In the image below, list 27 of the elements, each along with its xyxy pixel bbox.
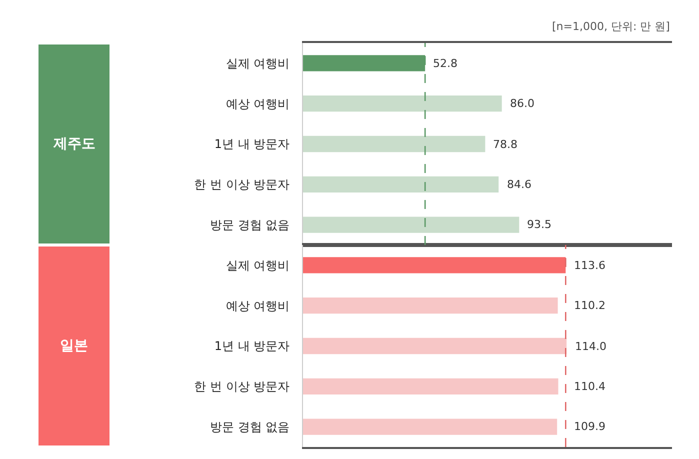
data-label: 110.2 — [574, 299, 606, 312]
y-tick-label: 방문 경험 없음 — [210, 420, 290, 434]
y-tick-label: 예상 여행비 — [226, 96, 290, 111]
bar — [303, 96, 502, 112]
y-axis-title: 제주도 — [52, 136, 96, 152]
data-label: 84.6 — [507, 178, 532, 191]
y-tick-label: 한 번 이상 방문자 — [194, 380, 290, 394]
y-tick-label: 실제 여행비 — [226, 258, 290, 272]
text: [n=1,000, 단위: 만 원] — [552, 20, 670, 33]
data-label: 109.9 — [574, 420, 606, 433]
y-tick-label: 실제 여행비 — [226, 56, 290, 70]
y-tick-label: 1년 내 방문자 — [214, 137, 290, 152]
y-tick-label: 한 번 이상 방문자 — [194, 178, 290, 192]
data-label: 114.0 — [575, 340, 606, 353]
y-axis-title: 일본 — [60, 338, 88, 354]
data-label: 52.8 — [433, 57, 458, 70]
y-tick-label: 예상 여행비 — [226, 298, 290, 313]
data-label: 78.8 — [493, 138, 518, 151]
y-tick-label: 방문 경험 없음 — [210, 218, 290, 232]
data-label: 110.4 — [574, 380, 606, 393]
data-label: 93.5 — [527, 218, 552, 231]
y-tick-label: 1년 내 방문자 — [214, 339, 290, 354]
bar — [303, 216, 520, 233]
data-label: 86.0 — [510, 97, 534, 110]
data-label: 113.6 — [574, 259, 606, 272]
bar — [303, 176, 499, 192]
bar — [303, 136, 486, 152]
